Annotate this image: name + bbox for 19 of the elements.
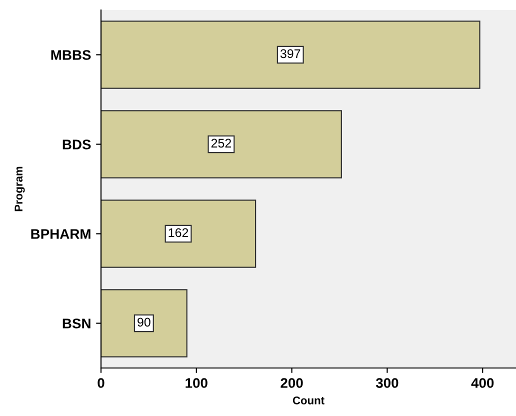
bar [101, 289, 188, 358]
x-tick-label: 400 [471, 378, 494, 388]
data-label: 90 [138, 318, 150, 327]
x-tick-label: 300 [376, 378, 398, 388]
y-tick-label: MBBS [51, 50, 91, 60]
bar [101, 200, 256, 268]
y-tick-label: BSN [62, 318, 90, 328]
bar [101, 110, 342, 178]
y-tick-label: BPHARM [31, 229, 90, 239]
y-tick-label: BDS [62, 140, 91, 150]
y-axis-title: Program [14, 166, 25, 212]
x-axis-title: Count [292, 396, 324, 404]
data-label: 162 [168, 228, 188, 238]
data-label: 252 [211, 138, 232, 148]
x-tick-label: 0 [98, 378, 104, 388]
x-tick-label: 200 [280, 378, 303, 388]
bar [101, 20, 480, 89]
data-label: 397 [280, 49, 300, 58]
x-tick-label: 100 [186, 378, 208, 388]
